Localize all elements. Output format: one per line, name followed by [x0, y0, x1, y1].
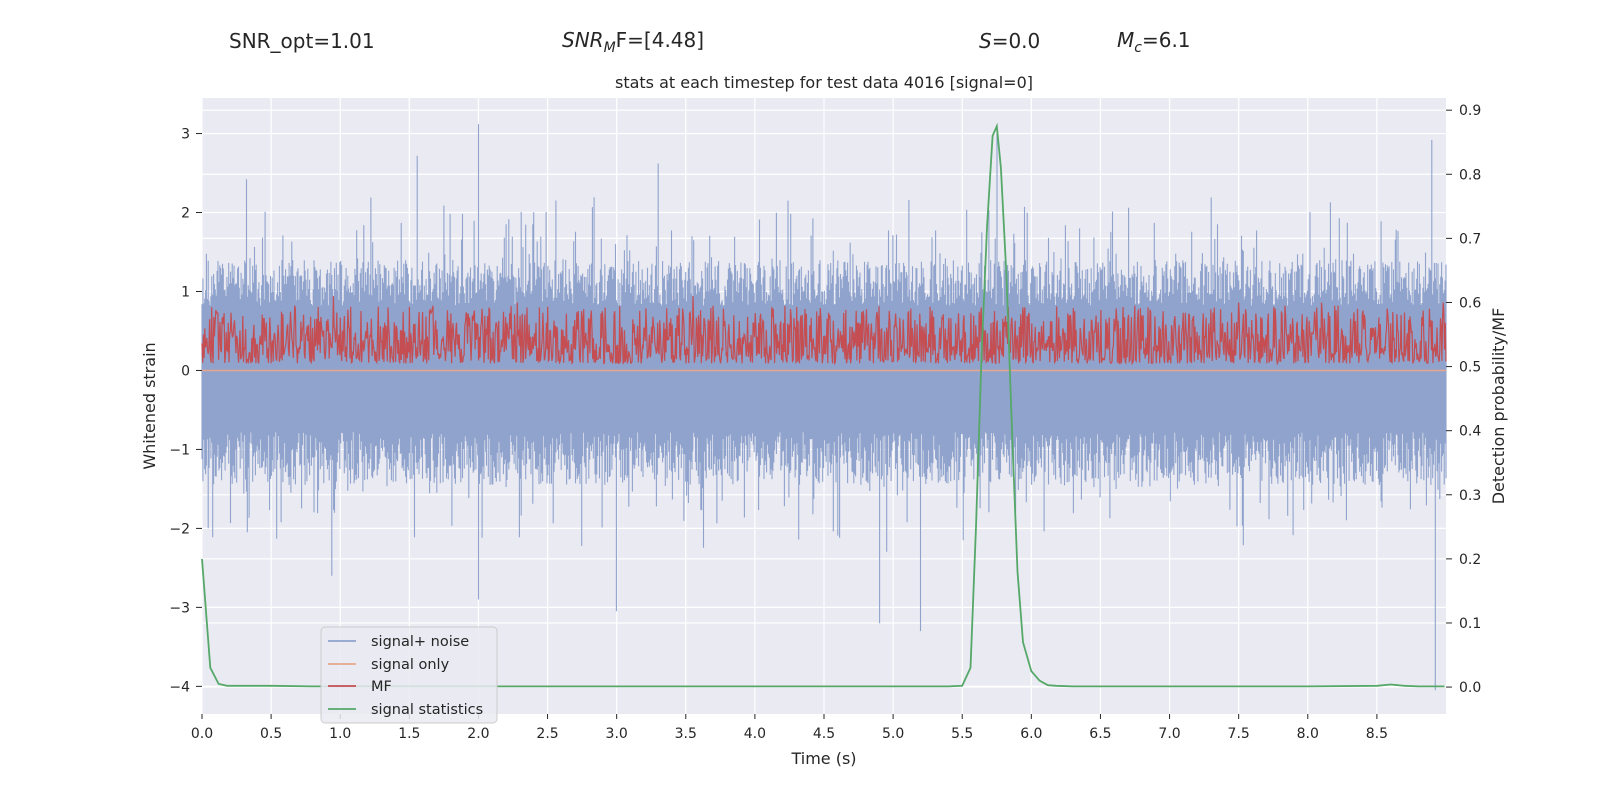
legend-item-signal-statistics: signal statistics	[328, 702, 483, 718]
x-tick-label: 6.5	[1089, 726, 1111, 742]
y-left-tick-label: 3	[181, 127, 190, 143]
y-right-tick-label: 0.4	[1459, 424, 1481, 440]
s-rest: =0.0	[992, 29, 1041, 53]
mc-rest: =6.1	[1142, 28, 1191, 52]
x-axis-label: Time (s)	[790, 749, 856, 768]
x-tick-label: 8.0	[1297, 726, 1319, 742]
y-left-tick-label: 0	[181, 363, 190, 379]
mc-sub: c	[1134, 40, 1142, 56]
x-tick-label: 8.5	[1366, 726, 1388, 742]
legend-label-signal-noise: signal+ noise	[371, 634, 469, 650]
y-right-tick-label: 0.5	[1459, 360, 1481, 376]
mc-var: M	[1117, 28, 1134, 52]
y-right-tick-label: 0.7	[1459, 231, 1481, 247]
x-tick-label: 2.5	[536, 726, 558, 742]
s-annotation: S=0.0	[979, 29, 1040, 53]
x-tick-label: 3.0	[606, 726, 628, 742]
x-tick-label: 7.5	[1228, 726, 1250, 742]
legend-label-signal-only: signal only	[371, 657, 450, 673]
mf-line	[201, 296, 1447, 366]
legend-label-signal-statistics: signal statistics	[371, 702, 483, 718]
x-tick-label: 0.0	[191, 726, 213, 742]
y-left-tick-label: −1	[169, 442, 190, 458]
y-left-tick-label: 2	[181, 206, 190, 222]
s-var: S	[979, 29, 992, 53]
y-right-tick-label: 0.6	[1459, 295, 1481, 311]
y-left-tick-label: −3	[169, 600, 190, 616]
y-right-tick-label: 0.9	[1459, 103, 1481, 119]
y-axis-left-label: Whitened strain	[140, 342, 159, 469]
x-tick-label: 0.5	[260, 726, 282, 742]
legend-item-mf: MF	[328, 679, 392, 695]
snr-mf-annotation: SNRMF=[4.48]	[562, 28, 704, 56]
snr-mf-rest: F=[4.48]	[616, 28, 704, 52]
x-tick-label: 3.5	[675, 726, 697, 742]
y-left-tick-label: −4	[169, 679, 190, 695]
x-tick-label: 5.5	[951, 726, 973, 742]
x-tick-label: 4.0	[744, 726, 766, 742]
y-axis-left-ticks: −4 −3 −2 −1 0 1 2 3	[169, 127, 202, 695]
y-axis-right-label: Detection probability/MF	[1489, 308, 1508, 505]
x-tick-label: 2.0	[467, 726, 489, 742]
x-tick-label: 6.0	[1020, 726, 1042, 742]
y-right-tick-label: 0.8	[1459, 167, 1481, 183]
x-tick-label: 1.0	[329, 726, 351, 742]
legend-label-mf: MF	[371, 679, 392, 695]
legend-box	[320, 626, 498, 724]
snr-mf-sub: M	[604, 40, 616, 56]
x-tick-label: 7.0	[1158, 726, 1180, 742]
x-tick-label: 4.5	[813, 726, 835, 742]
y-right-tick-label: 0.0	[1459, 680, 1481, 696]
y-left-tick-label: 1	[181, 284, 190, 300]
x-axis-ticks: 0.0 0.5 1.0 1.5 2.0 2.5 3.0 3.5 4.0 4.5 5.0 5.5 6.0 6…	[191, 714, 1388, 742]
mc-annotation: Mc=6.1	[1117, 28, 1191, 56]
legend-item-signal-noise: signal+ noise	[328, 634, 469, 650]
y-right-tick-label: 0.1	[1459, 616, 1481, 632]
snr-opt-annotation: SNR_opt=1.01	[229, 29, 375, 53]
x-tick-label: 5.0	[882, 726, 904, 742]
y-right-tick-label: 0.2	[1459, 552, 1481, 568]
legend: signal+ noise signal only MF signal stat…	[320, 626, 498, 724]
y-right-tick-label: 0.3	[1459, 488, 1481, 504]
y-axis-right-ticks: 0.0 0.1 0.2 0.3 0.4 0.5 0.6 0.7 0.8 0.9	[1446, 103, 1481, 696]
chart-title: stats at each timestep for test data 401…	[615, 73, 1033, 92]
legend-item-signal-only: signal only	[328, 657, 450, 673]
x-tick-label: 1.5	[398, 726, 420, 742]
signal-statistics-line	[201, 122, 1445, 688]
y-left-tick-label: −2	[169, 521, 190, 537]
snr-mf-base: SNR	[562, 28, 604, 52]
